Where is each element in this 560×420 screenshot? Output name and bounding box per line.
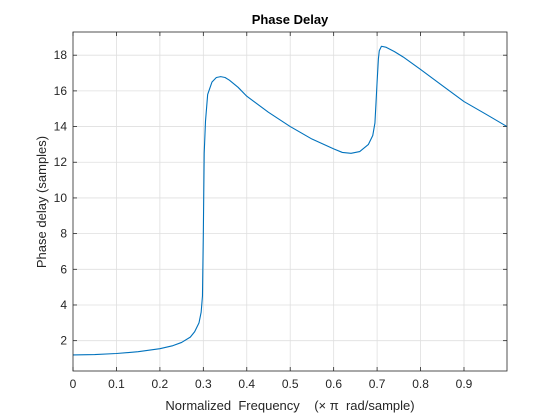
axes-box xyxy=(72,31,508,372)
chart-title: Phase Delay xyxy=(252,12,329,27)
x-tick-label: 0.4 xyxy=(238,377,255,391)
y-tick-label: 12 xyxy=(54,155,68,169)
x-axis-label: Normalized Frequency (× π rad/sample) xyxy=(165,398,414,413)
y-tick-label: 14 xyxy=(54,120,68,134)
x-tick-label: 0.8 xyxy=(412,377,429,391)
y-tick-label: 2 xyxy=(60,334,67,348)
y-tick-label: 8 xyxy=(60,227,67,241)
x-tick-labels: 0 0.1 0.2 0.3 0.4 0.5 0.6 0.7 0.8 0.9 xyxy=(70,377,473,391)
y-tick-label: 18 xyxy=(54,48,68,62)
x-tick-label: 0.1 xyxy=(108,377,125,391)
y-tick-label: 4 xyxy=(60,298,67,312)
y-tick-labels: 2 4 6 8 10 12 14 16 18 xyxy=(54,48,68,347)
series-group xyxy=(72,45,508,356)
y-tick-label: 10 xyxy=(54,191,68,205)
x-tick-label: 0.9 xyxy=(456,377,473,391)
x-tick-label: 0.7 xyxy=(369,377,386,391)
y-tick-label: 16 xyxy=(54,84,68,98)
y-axis-label: Phase delay (samples) xyxy=(34,136,49,268)
x-tick-label: 0.3 xyxy=(195,377,212,391)
x-tick-label: 0.5 xyxy=(282,377,299,391)
y-tick-label: 6 xyxy=(60,262,67,276)
x-tick-label: 0 xyxy=(70,377,77,391)
grid-lines xyxy=(73,32,507,371)
phase-delay-line xyxy=(72,45,508,356)
x-tick-label: 0.6 xyxy=(325,377,342,391)
x-tick-label: 0.2 xyxy=(152,377,169,391)
